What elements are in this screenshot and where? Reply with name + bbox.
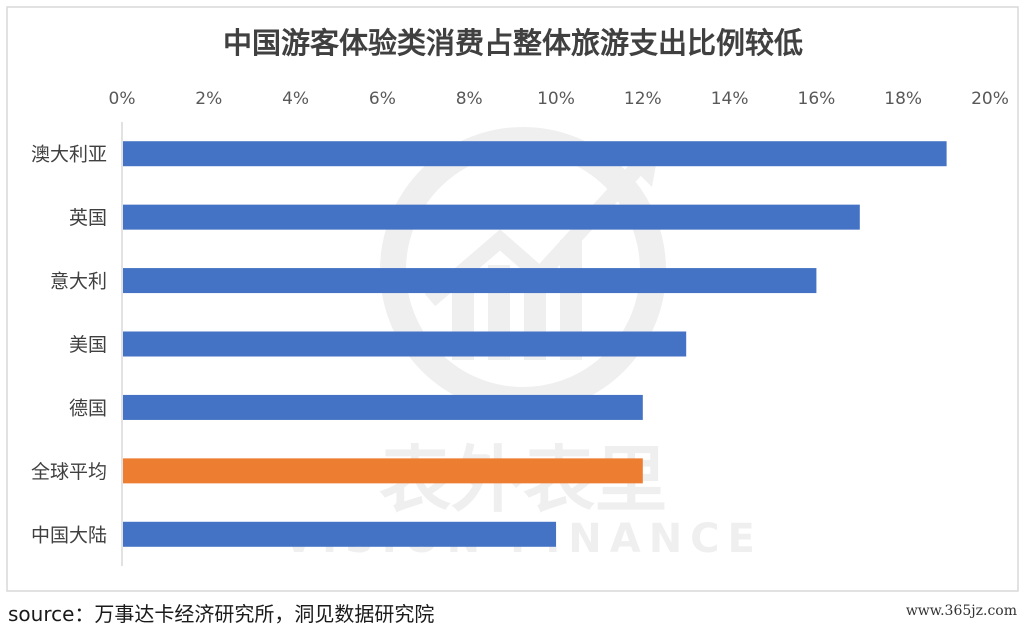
bar	[123, 204, 860, 230]
x-tick-label: 6%	[369, 89, 396, 109]
x-tick-label: 18%	[884, 89, 922, 109]
x-tick-label: 4%	[282, 89, 309, 109]
source-key: source：	[8, 602, 95, 626]
category-label: 澳大利亚	[31, 144, 107, 166]
category-label: 意大利	[50, 271, 107, 293]
category-label: 美国	[69, 334, 107, 356]
category-label: 英国	[69, 207, 107, 229]
site-watermark: www.365jz.com	[905, 603, 1017, 619]
source-line: source：万事达卡经济研究所，洞见数据研究院	[8, 598, 434, 627]
chart-frame	[6, 6, 1019, 592]
x-tick-label: 12%	[624, 89, 662, 109]
category-label: 全球平均	[31, 461, 107, 483]
x-tick-label: 20%	[971, 89, 1009, 109]
x-tick-label: 0%	[109, 89, 136, 109]
source-text: 万事达卡经济研究所，洞见数据研究院	[94, 602, 435, 626]
category-label: 中国大陆	[31, 524, 107, 546]
chart-title: 中国游客体验类消费占整体旅游支出比例较低	[223, 26, 803, 60]
bar	[123, 141, 947, 167]
x-tick-label: 14%	[711, 89, 749, 109]
x-tick-label: 2%	[195, 89, 222, 109]
bars	[123, 141, 947, 547]
x-tick-label: 8%	[456, 89, 483, 109]
x-axis-ticks: 0% 2% 4% 6% 8% 10% 12% 14% 16% 18% 20%	[109, 89, 1009, 109]
x-tick-label: 10%	[537, 89, 575, 109]
bar	[123, 268, 817, 294]
bar	[123, 331, 687, 357]
bar	[123, 458, 643, 484]
category-label: 德国	[69, 397, 107, 419]
bar	[123, 521, 556, 547]
x-tick-label: 16%	[798, 89, 836, 109]
bar	[123, 394, 643, 420]
